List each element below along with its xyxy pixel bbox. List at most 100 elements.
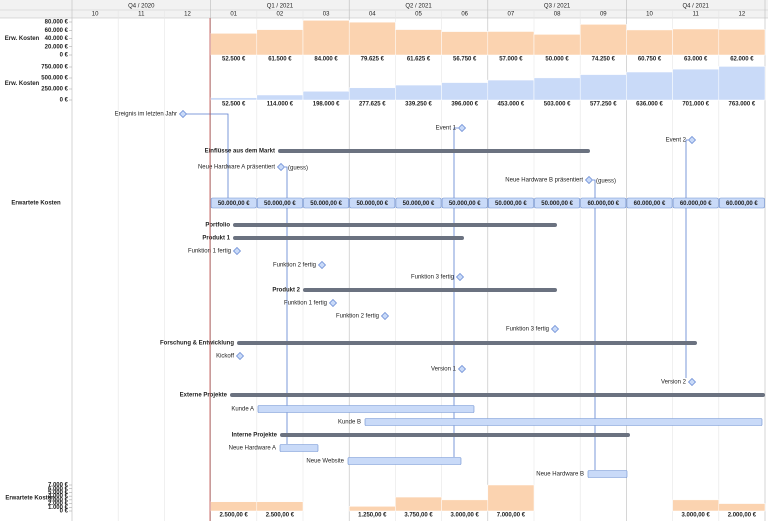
value-label: 74.250 € xyxy=(592,57,616,63)
cost-cell-label: 60.000,00 € xyxy=(680,201,712,207)
bar xyxy=(395,84,442,101)
month-label: 05 xyxy=(415,12,422,18)
cost-cell-label: 60.000,00 € xyxy=(726,201,758,207)
cost-cell-label: 50.000,00 € xyxy=(449,201,481,207)
month-label: 12 xyxy=(184,12,191,18)
milestone-label: Version 1 xyxy=(431,367,457,373)
milestone-label: Kickoff xyxy=(216,354,234,360)
month-label: 12 xyxy=(739,12,746,18)
milestone xyxy=(688,378,696,386)
value-label: 2.500,00 € xyxy=(220,513,249,519)
value-label: 277.625 € xyxy=(359,102,386,108)
value-label: 763.000 € xyxy=(729,102,756,108)
bar xyxy=(487,31,535,56)
quarter-label: Q4 / 2020 xyxy=(128,4,155,10)
chart-label: Erw. Kosten xyxy=(5,81,40,87)
cost-cell xyxy=(487,197,534,209)
cost-cell-label: 60.000,00 € xyxy=(634,201,666,207)
cost-cell xyxy=(672,197,719,209)
chart-label: Erw. Kosten xyxy=(5,36,40,42)
bar xyxy=(533,34,581,56)
milestone-label: Ereignis im letzten Jahr xyxy=(115,112,177,118)
cost-cell-label: 50.000,00 € xyxy=(218,201,250,207)
month-label: 11 xyxy=(693,12,700,18)
month-label: 04 xyxy=(369,12,376,18)
bar xyxy=(579,74,627,101)
bar xyxy=(718,503,766,512)
milestone-label: Funktion 2 fertig xyxy=(273,263,316,269)
bar xyxy=(302,91,350,101)
milestone-label: Funktion 1 fertig xyxy=(284,301,327,307)
y-tick-label: 2.000 € xyxy=(48,501,69,507)
value-label: 57.000 € xyxy=(499,57,523,63)
summary-label: Produkt 1 xyxy=(202,236,230,242)
value-label: 503.000 € xyxy=(544,102,571,108)
bar xyxy=(441,499,489,512)
y-tick-label: 0 € xyxy=(60,53,69,59)
y-tick-label: 0 € xyxy=(60,509,69,515)
summary-label: Portfolio xyxy=(205,223,230,229)
summary-label: Externe Projekte xyxy=(180,393,228,399)
bar xyxy=(256,501,304,512)
cost-cell xyxy=(303,197,350,209)
bar xyxy=(256,94,304,101)
cost-cell xyxy=(534,197,581,209)
value-label: 56.750 € xyxy=(453,57,477,63)
task-label: Neue Hardware B xyxy=(536,472,584,478)
summary-bar xyxy=(233,236,464,240)
value-label: 1.250,00 € xyxy=(358,513,387,519)
month-label: 03 xyxy=(323,12,330,18)
y-tick-label: 40.000 € xyxy=(45,36,69,42)
cost-cell-label: 50.000,00 € xyxy=(495,201,527,207)
milestone-label: Neue Hardware A präsentiert xyxy=(198,165,275,171)
y-tick-label: 60.000 € xyxy=(45,28,69,34)
y-tick-label: 4.000 € xyxy=(48,494,69,500)
value-label: 52.500 € xyxy=(222,102,246,108)
y-tick-label: 750.000 € xyxy=(41,65,68,71)
cost-cell xyxy=(441,197,488,209)
cost-cell xyxy=(580,197,627,209)
cost-cell-label: 50.000,00 € xyxy=(356,201,388,207)
connector xyxy=(453,127,458,457)
header-band xyxy=(0,0,768,18)
y-tick-label: 0 € xyxy=(60,98,69,104)
value-label: 3.000,00 € xyxy=(451,513,480,519)
bar xyxy=(718,29,766,56)
bar xyxy=(256,29,304,56)
summary-label: Forschung & Entwicklung xyxy=(160,341,234,347)
milestone xyxy=(318,261,326,269)
value-label: 7.000,00 € xyxy=(497,513,526,519)
task-label: Kunde B xyxy=(338,420,361,426)
summary-bar xyxy=(237,341,697,345)
bar xyxy=(302,20,350,56)
value-label: 636.000 € xyxy=(636,102,663,108)
task-bar xyxy=(279,444,319,452)
milestone-label: Version 2 xyxy=(661,380,687,386)
bar xyxy=(210,97,258,101)
bar xyxy=(348,21,396,56)
value-label: 60.750 € xyxy=(638,57,662,63)
bar xyxy=(395,496,442,512)
month-label: 10 xyxy=(92,12,99,18)
y-tick-label: 3.000 € xyxy=(48,497,69,503)
milestone-label: Neue Hardware B präsentiert xyxy=(505,178,583,184)
quarter-label: Q3 / 2021 xyxy=(544,4,571,10)
milestone-label: Funktion 3 fertig xyxy=(506,327,549,333)
cost-cell-label: 50.000,00 € xyxy=(403,201,435,207)
summary-label: Produkt 2 xyxy=(272,288,300,294)
milestone xyxy=(688,136,696,144)
value-label: 701.000 € xyxy=(682,102,709,108)
bar xyxy=(441,31,489,56)
value-label: 396.000 € xyxy=(451,102,478,108)
y-tick-label: 250.000 € xyxy=(41,87,68,93)
milestone xyxy=(233,247,241,255)
value-label: 2.500,00 € xyxy=(266,513,295,519)
month-label: 07 xyxy=(508,12,515,18)
bar xyxy=(579,24,627,56)
y-tick-label: 80.000 € xyxy=(45,20,69,26)
summary-bar xyxy=(230,393,765,397)
bar xyxy=(626,29,673,56)
milestone xyxy=(585,176,593,184)
summary-bar xyxy=(278,149,590,153)
y-tick-label: 7.000 € xyxy=(48,483,69,489)
